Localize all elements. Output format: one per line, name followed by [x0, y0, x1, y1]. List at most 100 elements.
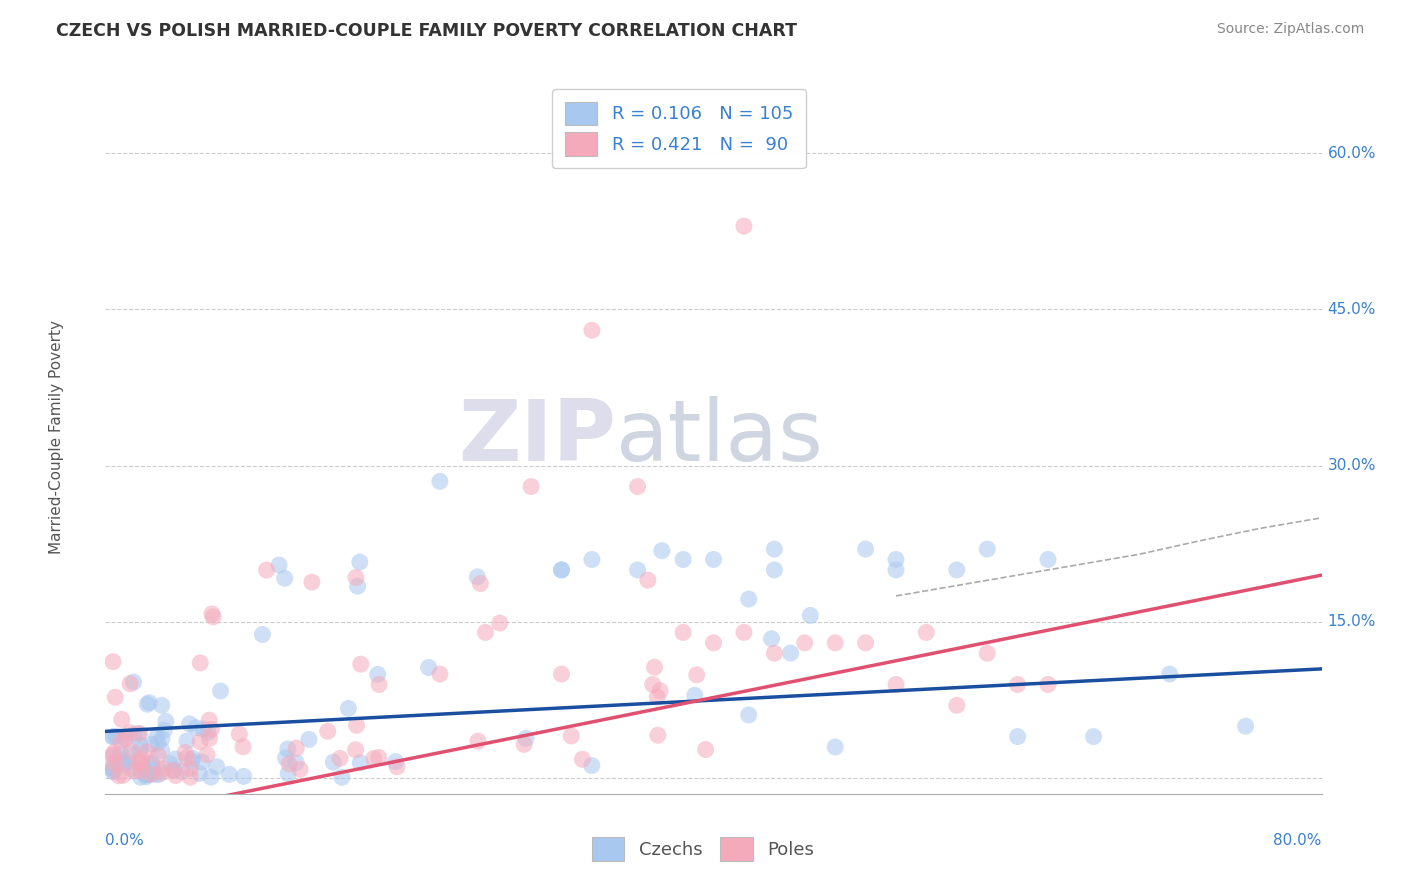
Point	[200, 723, 222, 737]
Point	[184, 721, 207, 735]
Point	[118, 725, 141, 739]
Point	[1036, 677, 1059, 691]
Point	[976, 646, 998, 660]
Point	[150, 731, 173, 746]
Point	[515, 731, 537, 746]
Point	[368, 677, 391, 691]
Point	[686, 668, 709, 682]
Point	[288, 763, 311, 777]
Point	[429, 475, 451, 489]
Point	[273, 571, 295, 585]
Point	[201, 607, 224, 621]
Point	[165, 768, 187, 782]
Point	[209, 684, 232, 698]
Point	[884, 552, 907, 566]
Point	[488, 616, 510, 631]
Point	[550, 563, 572, 577]
Point	[179, 717, 201, 731]
Point	[135, 745, 157, 759]
Legend: Czechs, Poles: Czechs, Poles	[582, 829, 824, 870]
Point	[1083, 730, 1105, 744]
Point	[1007, 677, 1029, 691]
Point	[188, 766, 211, 780]
Point	[179, 770, 201, 784]
Point	[155, 714, 177, 729]
Point	[350, 657, 373, 672]
Point	[637, 573, 659, 587]
Text: 0.0%: 0.0%	[105, 833, 145, 848]
Point	[429, 667, 451, 681]
Text: 45.0%: 45.0%	[1327, 302, 1376, 317]
Point	[363, 751, 385, 765]
Point	[198, 713, 221, 727]
Point	[278, 756, 301, 771]
Point	[643, 660, 665, 674]
Point	[645, 690, 668, 704]
Point	[322, 755, 344, 769]
Point	[191, 755, 214, 769]
Point	[205, 760, 228, 774]
Point	[180, 754, 202, 768]
Point	[418, 660, 440, 674]
Point	[197, 725, 219, 739]
Point	[346, 718, 368, 732]
Point	[118, 755, 141, 769]
Point	[367, 750, 389, 764]
Point	[763, 563, 786, 577]
Point	[945, 563, 967, 577]
Point	[128, 726, 150, 740]
Point	[101, 749, 124, 764]
Point	[550, 667, 572, 681]
Point	[101, 747, 124, 762]
Point	[163, 764, 186, 778]
Point	[101, 761, 124, 775]
Point	[131, 752, 153, 766]
Point	[131, 760, 153, 774]
Point	[560, 729, 582, 743]
Point	[159, 756, 181, 771]
Point	[101, 764, 124, 779]
Point	[520, 479, 543, 493]
Point	[136, 697, 159, 711]
Point	[337, 701, 360, 715]
Point	[148, 748, 170, 763]
Point	[128, 727, 150, 741]
Point	[195, 747, 218, 762]
Point	[128, 755, 150, 769]
Point	[641, 677, 664, 691]
Point	[191, 722, 214, 736]
Text: 30.0%: 30.0%	[1327, 458, 1376, 474]
Point	[1007, 730, 1029, 744]
Point	[105, 729, 128, 743]
Point	[101, 730, 124, 744]
Point	[141, 756, 163, 770]
Point	[114, 731, 136, 746]
Point	[135, 767, 157, 781]
Point	[349, 756, 371, 770]
Point	[124, 764, 146, 778]
Point	[198, 731, 221, 746]
Point	[146, 736, 169, 750]
Point	[145, 730, 167, 744]
Point	[129, 764, 152, 778]
Text: Source: ZipAtlas.com: Source: ZipAtlas.com	[1216, 22, 1364, 37]
Point	[152, 762, 174, 776]
Point	[274, 751, 297, 765]
Point	[672, 625, 695, 640]
Point	[114, 732, 136, 747]
Point	[141, 737, 163, 751]
Point	[120, 677, 142, 691]
Point	[120, 744, 142, 758]
Point	[945, 698, 967, 713]
Point	[733, 219, 755, 234]
Point	[470, 576, 492, 591]
Point	[101, 764, 124, 779]
Point	[277, 766, 299, 780]
Point	[200, 770, 222, 784]
Point	[136, 767, 159, 781]
Point	[298, 732, 321, 747]
Point	[110, 747, 132, 761]
Point	[131, 756, 153, 770]
Point	[188, 656, 211, 670]
Point	[188, 735, 211, 749]
